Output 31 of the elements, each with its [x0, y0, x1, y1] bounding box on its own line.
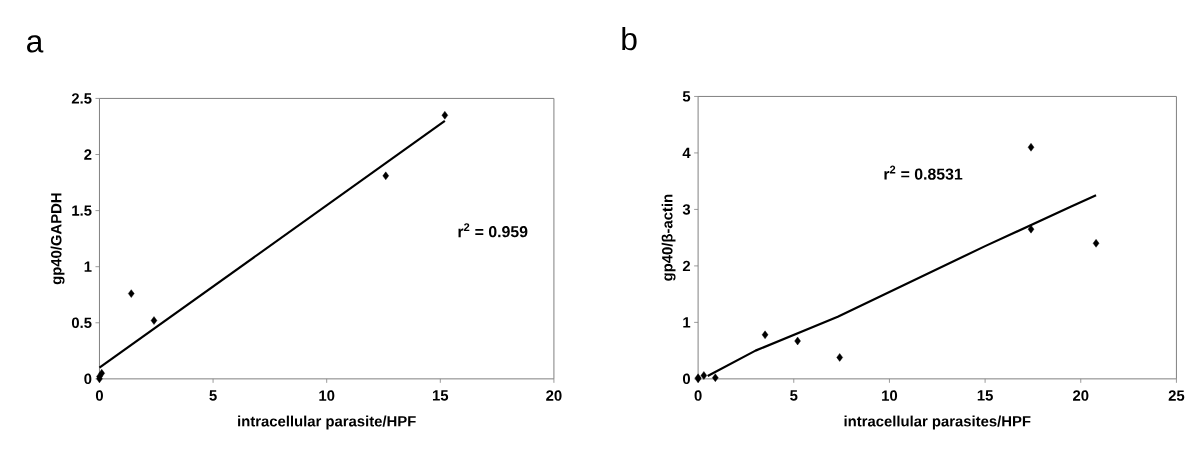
x-axis-title: intracellular parasites/HPF	[844, 415, 1031, 430]
y-tick-label: 0.5	[71, 317, 92, 328]
y-tick-label: 0	[682, 373, 691, 384]
y-tick-label: 2.5	[71, 92, 92, 104]
x-tick-label: 10	[319, 390, 335, 401]
x-tick-label: 10	[882, 390, 898, 401]
y-tick-label: 3	[682, 203, 691, 215]
y-axis-title: gp40/β-actin	[661, 194, 676, 281]
x-axis-title: intracellular parasite/HPF	[238, 415, 416, 430]
x-tick-label: 20	[546, 390, 562, 401]
x-tick-label: 15	[977, 390, 993, 401]
y-tick-label: 1.5	[72, 205, 92, 216]
x-tick-label: 20	[1073, 390, 1089, 401]
x-tick-label: 0	[95, 390, 103, 401]
y-tick-label: 5	[682, 91, 691, 102]
chart-title: b	[622, 26, 637, 51]
y-axis-title: gp40/GAPDH	[50, 193, 65, 285]
annotation: r$^{2}$ = 0.959	[458, 222, 528, 238]
x-tick-label: 0	[694, 390, 702, 401]
x-tick-label: 5	[209, 390, 217, 401]
x-tick-label: 15	[432, 390, 449, 401]
x-tick-label: 25	[1168, 390, 1185, 401]
y-tick-label: 4	[682, 147, 691, 158]
y-tick-label: 2	[84, 149, 92, 160]
chart-title: a	[27, 34, 44, 53]
y-tick-label: 1	[683, 317, 691, 328]
y-tick-label: 0	[84, 373, 92, 384]
y-tick-label: 2	[682, 260, 691, 271]
x-tick-label: 5	[790, 390, 798, 401]
annotation: r$^{2}$ = 0.8531	[884, 165, 963, 180]
y-tick-label: 1	[84, 261, 92, 272]
